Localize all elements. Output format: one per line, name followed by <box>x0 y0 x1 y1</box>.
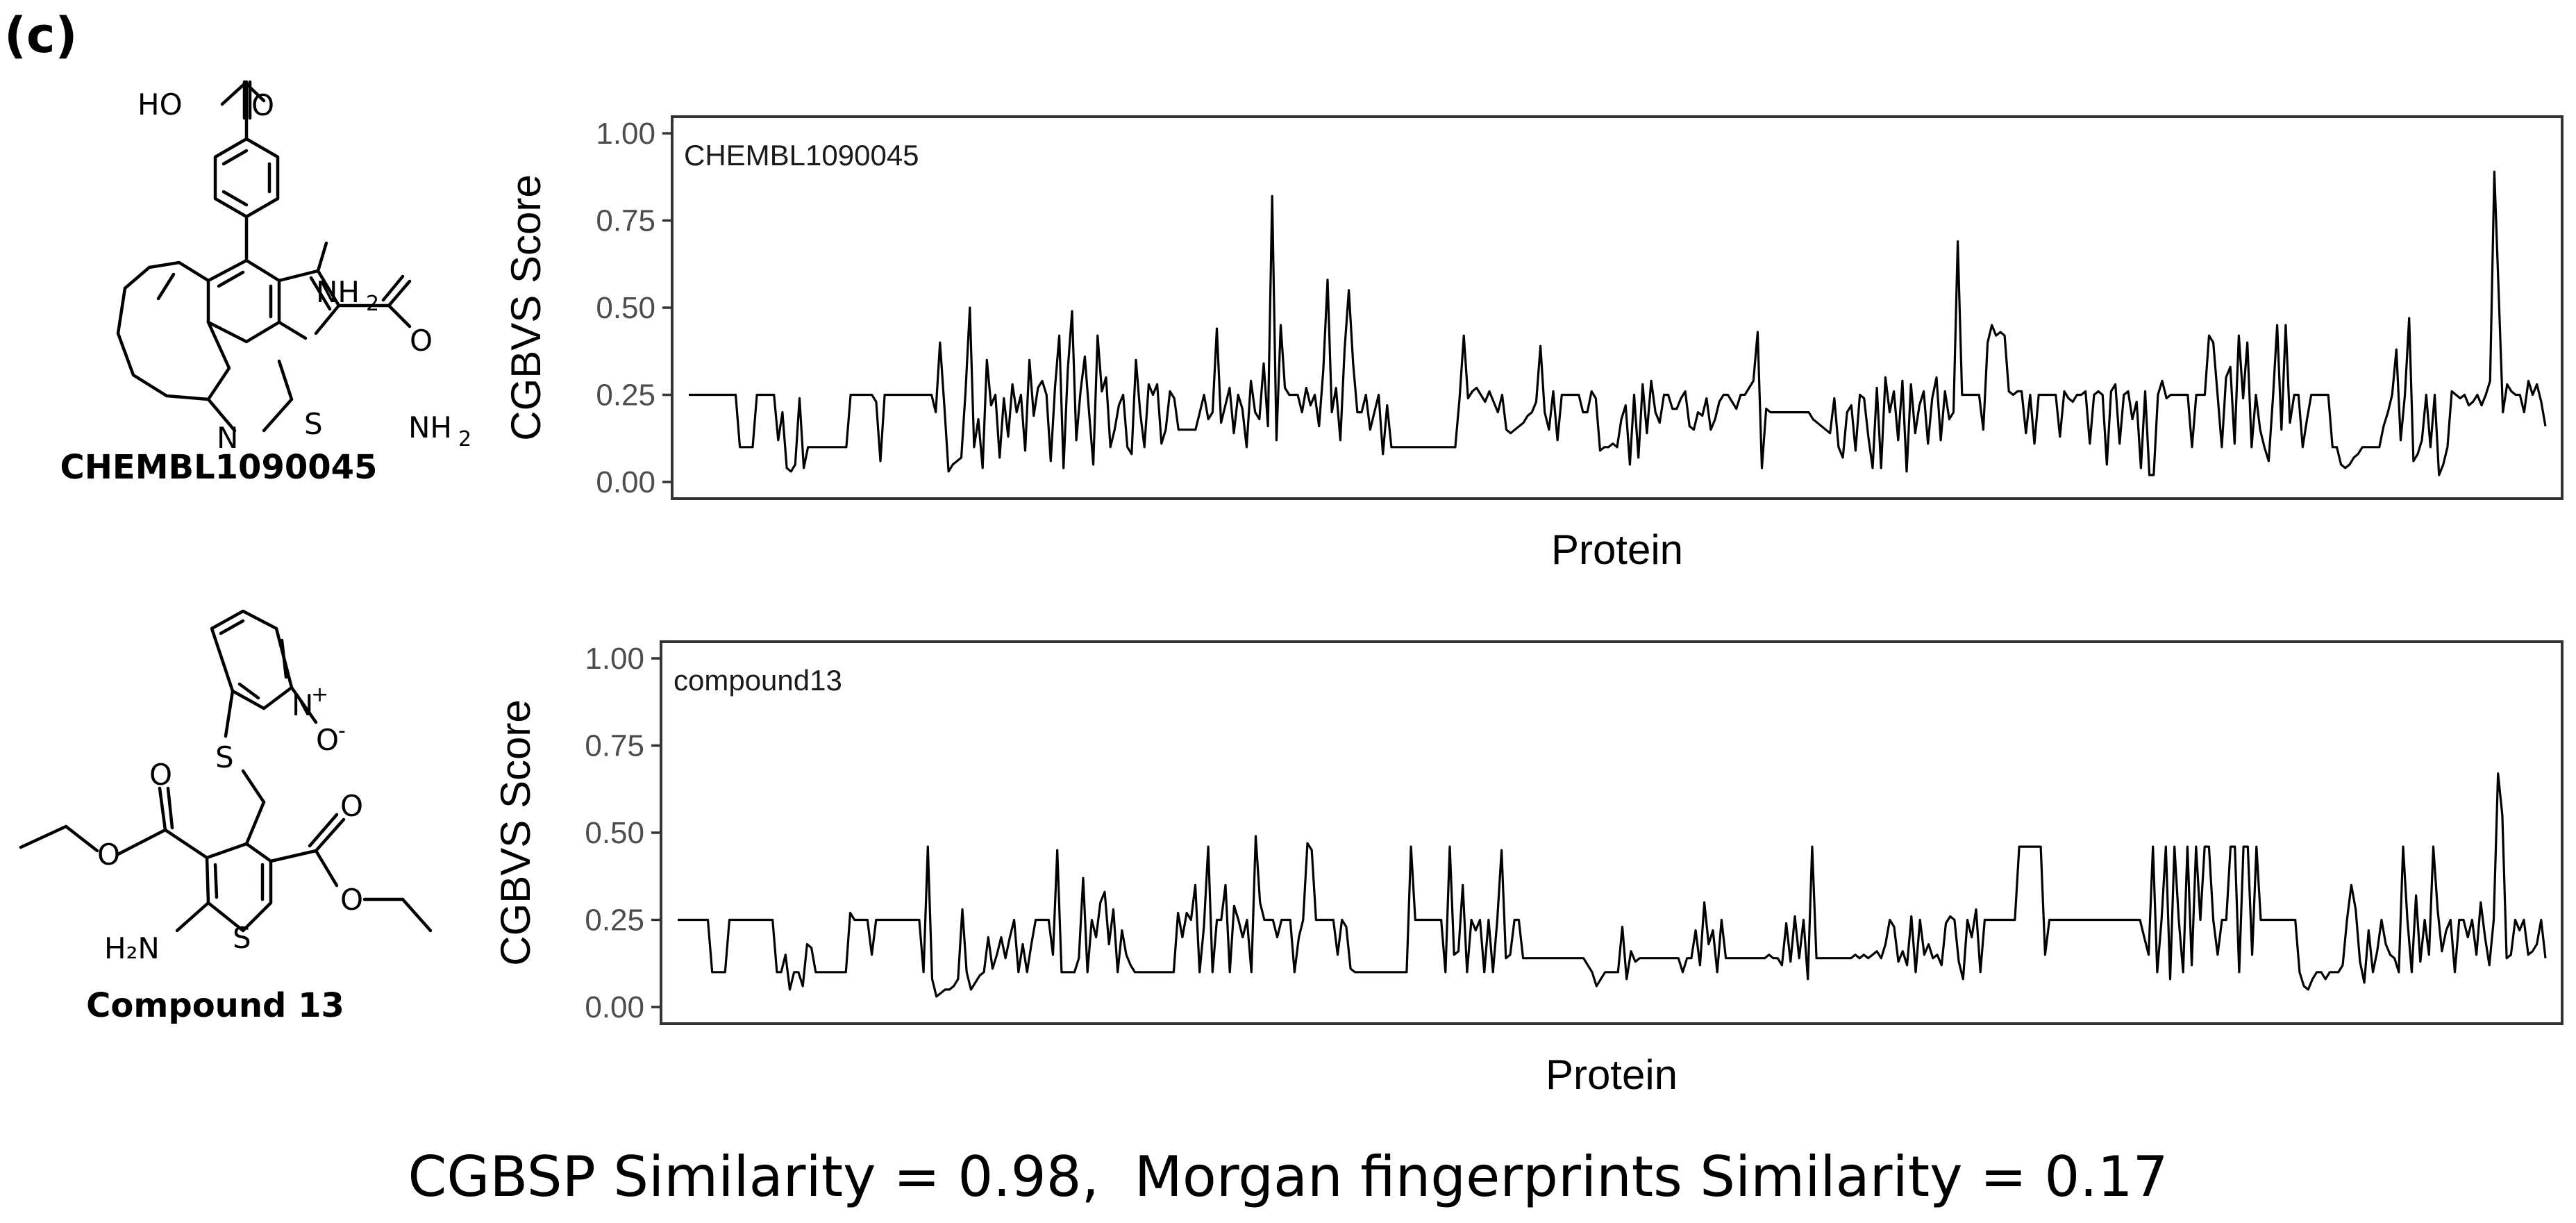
bond <box>244 800 266 846</box>
cgbsp-similarity: CGBSP Similarity = 0.98, <box>408 1145 1099 1209</box>
bond <box>217 270 245 288</box>
bond <box>277 320 308 340</box>
plot-panel-border <box>660 640 2564 1025</box>
bond <box>387 279 412 308</box>
bond <box>221 190 249 207</box>
y-tick-label: 1.00 <box>585 642 644 676</box>
bond <box>262 397 294 433</box>
bond <box>316 269 341 308</box>
atom-label: S <box>233 921 251 955</box>
molecule-labels-compound13: N + O - S O O O O H₂N S <box>97 683 363 965</box>
bond <box>241 769 266 804</box>
bond <box>206 397 237 433</box>
bond <box>156 272 176 301</box>
molecule-name: Compound 13 <box>86 986 344 1025</box>
bond <box>381 274 405 302</box>
y-tick-label: 0.00 <box>596 465 655 499</box>
molecule-labels-chembl1090045: HO O NH 2 O NH 2 N S <box>137 88 471 455</box>
y-tick-label: 0.75 <box>585 729 644 763</box>
x-axis-label: Protein <box>1546 1051 1678 1098</box>
atom-label: H₂N <box>104 931 160 965</box>
y-axis: 0.00 0.25 0.50 0.75 1.00 <box>596 117 672 499</box>
bond <box>309 276 332 311</box>
y-tick-label: 0.25 <box>596 378 655 413</box>
panel-annotation: compound13 <box>674 664 842 697</box>
y-tick-label: 1.00 <box>596 117 655 151</box>
bond <box>280 638 288 679</box>
atom-label: O <box>149 758 172 792</box>
atom-label: O <box>97 838 120 872</box>
bond <box>269 849 318 863</box>
y-tick-label: 0.50 <box>596 291 655 325</box>
molecule-structure-chembl1090045 <box>116 80 412 401</box>
atom-label: S <box>304 407 323 441</box>
y-tick-label: 0.00 <box>585 990 644 1024</box>
y-tick-label: 0.75 <box>596 204 655 238</box>
bond <box>277 269 320 283</box>
x-axis-label: Protein <box>1551 526 1683 573</box>
y-axis-label: CGBVS Score <box>503 174 549 440</box>
molecule-ring-detail-chembl1090045 <box>156 272 294 433</box>
bond <box>314 849 339 888</box>
bond <box>221 149 249 166</box>
bond <box>401 897 433 933</box>
bond <box>64 824 99 853</box>
bond <box>166 786 174 830</box>
bond <box>19 824 68 849</box>
series-line <box>689 170 2547 476</box>
bond <box>316 241 328 273</box>
atom-label: 2 <box>458 427 471 451</box>
bond <box>158 786 167 832</box>
bond <box>314 303 341 335</box>
bond <box>237 682 260 700</box>
atom-label: O <box>410 324 433 358</box>
atom-label: HO <box>137 88 183 122</box>
bond <box>308 813 339 848</box>
atom-label: 2 <box>366 292 379 316</box>
atom-label: NH <box>408 410 452 444</box>
bond <box>213 863 219 899</box>
atom-label: + <box>311 683 328 707</box>
cyclooctane-ring <box>116 260 231 401</box>
bond <box>175 901 210 933</box>
chart-compound13: compound13 0.000.250.500.751.00 Protein … <box>492 640 2564 1098</box>
bond <box>314 817 346 853</box>
atom-label: O <box>316 723 339 757</box>
atom-label: O <box>340 883 363 917</box>
bond <box>220 80 249 106</box>
chart-chembl1090045: CHEMBL1090045 0.00 0.25 0.50 0.75 1.00 Prote… <box>503 115 2564 573</box>
molecule-structure-compound13 <box>19 609 433 933</box>
y-axis: 0.00 0.25 0.50 0.75 1.00 <box>585 642 661 1024</box>
series-line <box>678 772 2547 998</box>
y-tick-label: 0.50 <box>585 816 644 850</box>
panel-annotation: CHEMBL1090045 <box>684 139 919 172</box>
bond <box>116 828 167 856</box>
similarity-caption: CGBSP Similarity = 0.98, Morgan fingerpr… <box>0 1145 2576 1209</box>
panel-label: (c) <box>4 7 78 64</box>
y-axis-label: CGBVS Score <box>492 699 539 965</box>
atom-label: O <box>340 789 363 823</box>
bond <box>219 619 245 635</box>
atom-label: - <box>338 719 346 743</box>
bond <box>387 303 412 328</box>
atom-label: O <box>251 88 274 122</box>
atom-label: N <box>292 688 313 722</box>
molecule-name: CHEMBL1090045 <box>60 448 378 487</box>
atom-label: NH <box>316 275 360 309</box>
atom-label: N <box>217 421 238 455</box>
atom-label: S <box>215 740 234 774</box>
bond <box>224 689 235 738</box>
y-tick-label: 0.25 <box>585 904 644 938</box>
bond <box>290 685 318 724</box>
bond <box>163 828 209 860</box>
bond <box>277 359 294 401</box>
morgan-similarity: Morgan fingerprints Similarity = 0.17 <box>1134 1145 2168 1209</box>
